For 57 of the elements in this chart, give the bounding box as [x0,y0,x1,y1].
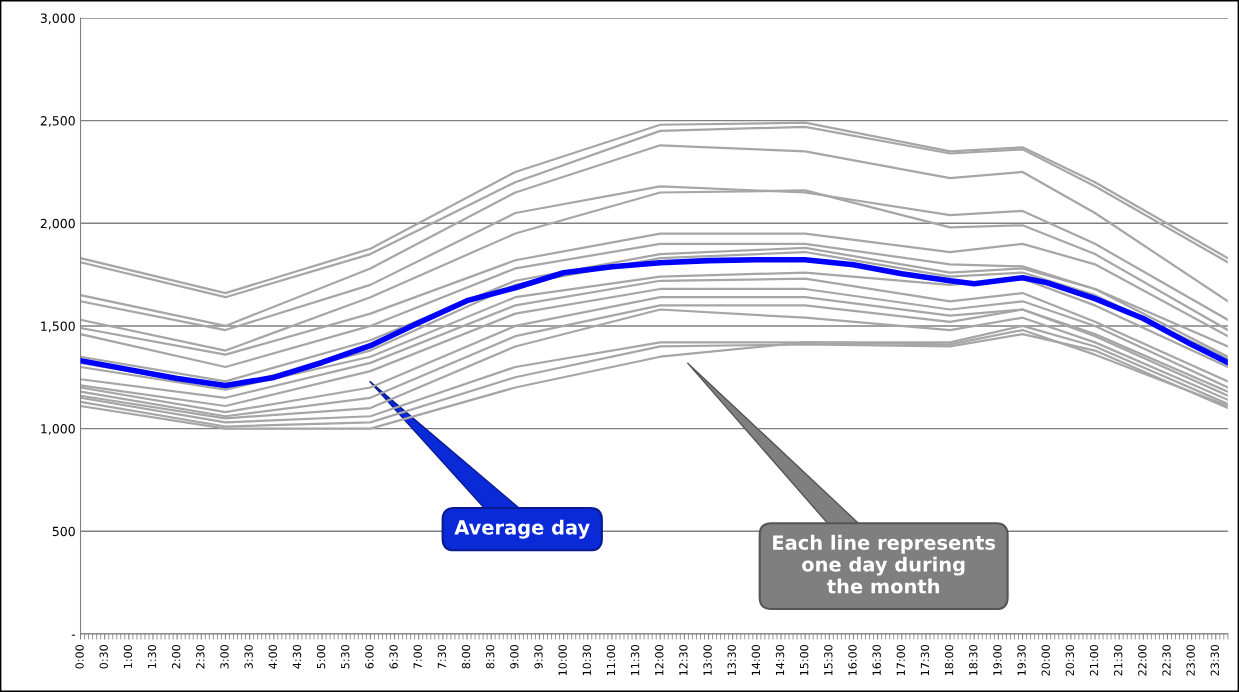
x-tick-label: 14:30 [775,645,785,676]
x-tick-label: 2:00 [171,645,181,669]
x-tick-label: 3:30 [244,645,253,669]
x-tick-label: 13:30 [727,645,736,676]
x-tick-label: 1:30 [147,645,157,669]
x-tick-label: 11:00 [606,645,616,676]
x-tick-label: 6:30 [389,645,398,669]
x-tick-label: 17:30 [920,645,930,676]
x-tick-label: 5:00 [316,645,326,669]
y-tick-label: 1,500 [41,321,75,333]
y-tick-label: 2,500 [40,116,75,127]
x-tick-label: 15:30 [824,645,833,676]
y-tick-label: 2,000 [40,218,75,230]
x-tick-label: 14:00 [751,645,761,676]
x-tick-label: 4:00 [268,645,277,669]
x-tick-label: 23:30 [1210,645,1219,676]
x-tick-label: 19:30 [1017,645,1026,676]
y-tick-label: 1,000 [41,424,75,435]
x-tick-label: 0:30 [99,645,108,669]
x-tick-label: 6:00 [365,645,374,669]
x-tick-label: 10:00 [558,645,567,676]
x-tick-label: 12:00 [655,645,664,676]
y-tick-label: 3,000 [40,13,75,25]
annotation: Each line represents one day during the month [773,534,996,594]
x-tick-label: 18:00 [944,645,954,676]
x-tick-label: 10:30 [582,645,591,676]
x-tick-label: 22:00 [1138,645,1147,676]
y-tick-label: 500 [52,526,75,537]
x-tick-label: 3:00 [220,645,229,669]
x-tick-label: 18:30 [969,645,978,676]
x-tick-label: 17:00 [896,645,905,676]
x-tick-label: 2:30 [196,645,205,669]
x-tick-label: 19:00 [993,645,1002,676]
x-tick-label: 20:00 [1041,645,1050,676]
x-tick-label: 16:00 [848,645,857,676]
x-tick-label: 23:00 [1186,645,1195,676]
x-tick-label: 0:00 [75,645,84,669]
x-tick-label: 22:30 [1162,645,1171,676]
x-tick-label: 9:30 [534,645,543,669]
x-tick-label: 21:00 [1089,645,1099,676]
x-tick-label: 4:30 [292,645,302,669]
x-tick-label: 7:00 [413,645,422,669]
x-tick-label: 7:30 [437,645,447,669]
x-tick-label: 5:30 [341,645,350,669]
x-tick-label: 12:30 [679,645,688,676]
x-tick-label: 9:00 [510,645,519,669]
x-tick-label: 1:00 [123,645,133,669]
x-tick-label: 21:30 [1113,645,1123,676]
x-tick-label: 8:00 [461,645,471,669]
x-tick-label: 15:00 [799,645,809,676]
x-tick-label: 20:30 [1065,645,1075,676]
x-tick-label: 13:00 [703,645,712,676]
x-tick-label: 16:30 [872,645,881,676]
annotation: Average day [454,519,590,539]
x-tick-label: 11:30 [630,645,640,676]
y-tick-label: - [71,634,76,636]
x-tick-label: 8:30 [485,645,495,669]
